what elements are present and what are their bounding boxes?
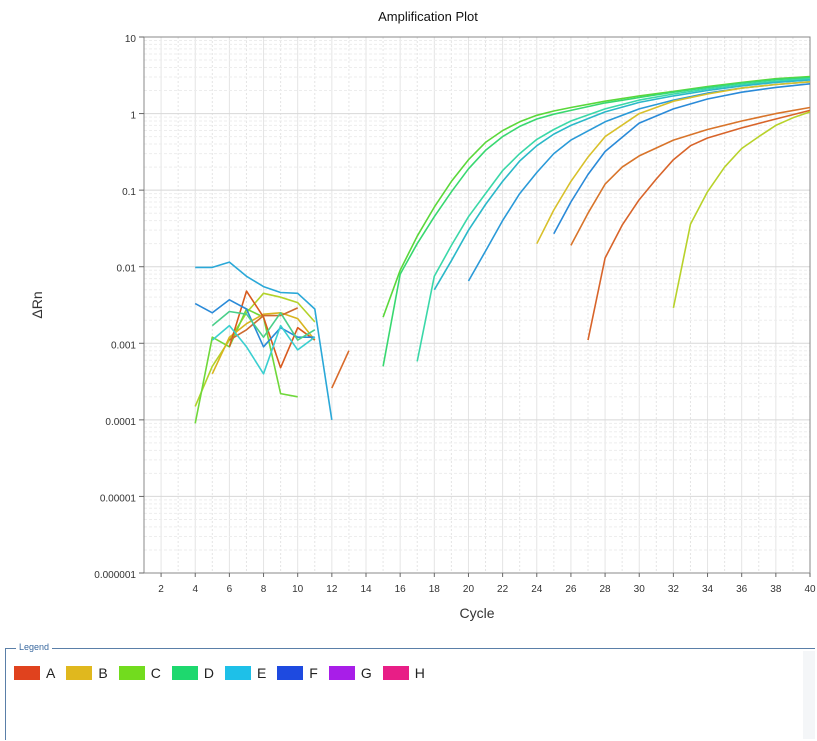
y-tick-label: 0.1	[122, 187, 136, 198]
legend-label-a: A	[46, 665, 56, 681]
y-tick-label: 0.01	[117, 264, 137, 275]
legend-swatch-e	[224, 666, 251, 680]
x-tick-label: 34	[702, 584, 714, 595]
series-line-10	[331, 350, 350, 389]
chart-title: Amplification Plot	[378, 9, 478, 24]
series-line-19	[587, 109, 811, 341]
x-tick-label: 22	[497, 584, 509, 595]
x-tick-label: 12	[326, 584, 338, 595]
legend-label-e: E	[256, 665, 267, 681]
legend-item-c[interactable]: C	[118, 665, 161, 681]
series-line-5	[228, 307, 299, 341]
legend-item-f[interactable]: F	[277, 665, 318, 681]
series-line-4	[228, 290, 316, 369]
y-tick-label: 0.0001	[105, 417, 136, 428]
legend-items: A B C D E F G H	[14, 665, 436, 681]
x-tick-label: 16	[395, 584, 407, 595]
series-line-8	[211, 324, 316, 375]
series-group	[194, 75, 811, 424]
x-tick-label: 26	[565, 584, 577, 595]
x-axis-label: Cycle	[459, 605, 494, 621]
series-line-13	[416, 77, 811, 362]
legend-item-g[interactable]: G	[328, 665, 372, 681]
series-line-9	[211, 310, 316, 341]
legend-swatch-a	[14, 666, 40, 680]
legend-item-e[interactable]: E	[224, 665, 267, 681]
legend-item-b[interactable]: B	[66, 665, 108, 681]
series-line-16	[536, 81, 811, 245]
legend-item-d[interactable]: D	[171, 665, 214, 681]
legend-swatch-c	[118, 666, 145, 680]
y-axis-label: ΔRn	[29, 291, 45, 318]
legend-title: Legend	[16, 642, 53, 652]
x-tick-label: 18	[429, 584, 441, 595]
grid	[143, 37, 811, 574]
x-tick-label: 38	[770, 584, 782, 595]
legend-item-h[interactable]: H	[382, 665, 425, 681]
y-tick-label: 1	[130, 111, 136, 122]
series-line-18	[570, 106, 811, 246]
x-tick-label: 40	[804, 584, 816, 595]
legend-swatch-b	[66, 666, 93, 680]
legend-swatch-h	[382, 666, 409, 680]
amplification-plot: Amplification Plot 2 4 6 8 10 12 14 16 18 20 22 24 2…	[29, 9, 816, 621]
legend-label-d: D	[203, 665, 214, 681]
x-tick-label: 10	[292, 584, 304, 595]
x-tick-label: 2	[158, 584, 164, 595]
x-tick-label: 32	[668, 584, 680, 595]
y-tick-label: 0.001	[111, 340, 136, 351]
series-line-6	[195, 261, 333, 421]
x-tick-label: 30	[634, 584, 646, 595]
legend-label-g: G	[360, 665, 372, 681]
legend-item-a[interactable]: A	[14, 665, 55, 681]
legend-swatch-d	[171, 666, 198, 680]
x-tick-label: 24	[531, 584, 543, 595]
x-tick-label: 6	[227, 584, 233, 595]
series-line-3	[211, 312, 316, 375]
x-tick-label: 14	[360, 584, 372, 595]
series-line-14	[433, 79, 811, 291]
legend-swatch-f	[277, 666, 304, 680]
x-tick-label: 36	[736, 584, 748, 595]
axis-ticks: 2 4 6 8 10 12 14 16 18 20 22 24 26 28 30 32 34 36 38 401010…	[94, 34, 816, 595]
x-tick-label: 8	[261, 584, 267, 595]
x-tick-label: 4	[192, 584, 198, 595]
legend-swatch-g	[328, 666, 355, 680]
y-tick-label: 10	[125, 34, 137, 45]
legend-label-b: B	[98, 665, 108, 681]
legend-scrollbar[interactable]	[803, 651, 815, 739]
series-line-17	[553, 83, 811, 235]
y-tick-label: 0.000001	[94, 570, 136, 581]
x-tick-label: 20	[463, 584, 475, 595]
series-line-12	[382, 76, 811, 367]
legend-label-h: H	[414, 665, 425, 681]
plot-area	[143, 36, 811, 574]
x-tick-label: 28	[600, 584, 612, 595]
legend-panel: Legend A B C D E F G H	[5, 642, 815, 740]
y-tick-label: 0.00001	[100, 493, 137, 504]
legend-label-c: C	[150, 665, 161, 681]
legend-label-f: F	[309, 665, 318, 681]
series-line-20	[672, 111, 811, 309]
